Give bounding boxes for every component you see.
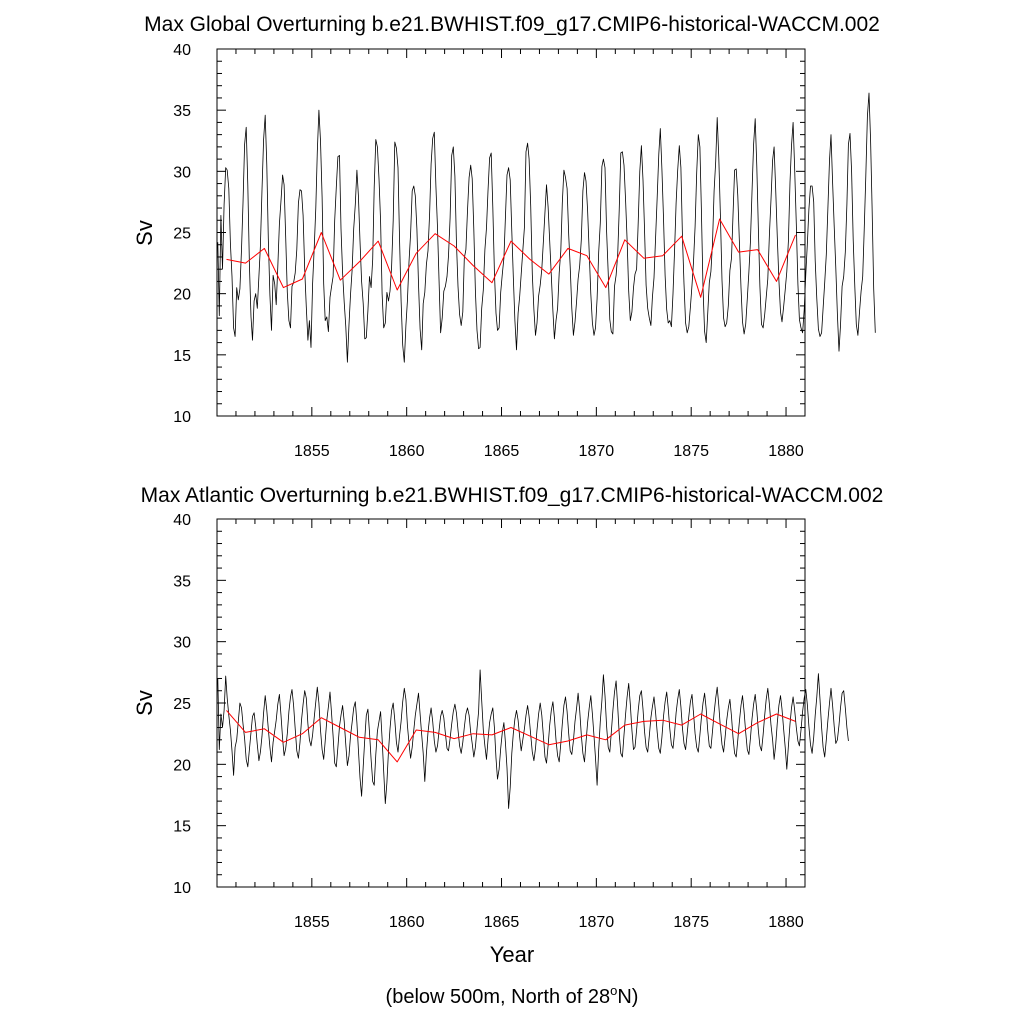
atlantic-x-tick-label: 1855 xyxy=(294,914,330,931)
atlantic-annual-mean-series-line xyxy=(226,710,796,763)
global-y-axis-label: Sv xyxy=(132,220,157,246)
global-x-tick-label: 1860 xyxy=(389,443,425,460)
global-x-tick-label: 1855 xyxy=(294,443,330,460)
global-y-tick-label: 35 xyxy=(173,103,191,120)
global-overturning-panel: Max Global Overturning b.e21.BWHIST.f09_… xyxy=(132,13,880,460)
footnote-suffix: N) xyxy=(617,986,638,1008)
global-y-tick-label: 40 xyxy=(173,42,191,59)
global-x-tick-labels: 1855 1860 1865 1870 1875 1880 xyxy=(294,443,804,460)
atlantic-monthly-series-line xyxy=(217,669,849,809)
atlantic-y-tick-label: 10 xyxy=(173,880,191,897)
atlantic-axis-ticks xyxy=(217,518,806,888)
atlantic-x-tick-label: 1860 xyxy=(389,914,425,931)
global-y-tick-label: 20 xyxy=(173,287,191,304)
atlantic-y-tick-label: 25 xyxy=(173,696,191,713)
atlantic-y-tick-label: 15 xyxy=(173,819,191,836)
footnote-degree-sup: o xyxy=(610,983,617,998)
atlantic-overturning-panel: Max Atlantic Overturning b.e21.BWHIST.f0… xyxy=(132,484,883,931)
atlantic-y-tick-label: 35 xyxy=(173,573,191,590)
global-x-tick-label: 1865 xyxy=(484,443,520,460)
atlantic-y-tick-label: 30 xyxy=(173,635,191,652)
global-y-tick-labels: 10 15 20 25 30 35 40 xyxy=(173,42,191,426)
global-chart-title: Max Global Overturning b.e21.BWHIST.f09_… xyxy=(144,13,880,36)
footnote: (below 500m, North of 28oN) xyxy=(386,983,639,1008)
global-x-tick-label: 1870 xyxy=(579,443,615,460)
global-y-tick-label: 25 xyxy=(173,226,191,243)
atlantic-chart-title: Max Atlantic Overturning b.e21.BWHIST.f0… xyxy=(141,484,884,507)
global-plot-frame xyxy=(216,48,806,417)
atlantic-x-tick-label: 1880 xyxy=(768,914,804,931)
atlantic-y-axis-label: Sv xyxy=(132,690,157,716)
footnote-prefix: (below 500m, North of 28 xyxy=(386,986,611,1008)
atlantic-y-tick-label: 20 xyxy=(173,757,191,774)
global-x-tick-label: 1880 xyxy=(768,443,804,460)
atlantic-x-tick-labels: 1855 1860 1865 1870 1875 1880 xyxy=(294,914,804,931)
atlantic-y-tick-label: 40 xyxy=(173,512,191,529)
x-axis-label: Year xyxy=(490,942,534,967)
global-plot-data xyxy=(217,92,876,363)
global-y-tick-label: 15 xyxy=(173,348,191,365)
atlantic-x-tick-label: 1870 xyxy=(579,914,615,931)
global-x-tick-label: 1875 xyxy=(673,443,709,460)
atlantic-x-tick-label: 1875 xyxy=(673,914,709,931)
global-y-tick-label: 10 xyxy=(173,409,191,426)
global-monthly-series-line xyxy=(217,92,876,363)
atlantic-x-tick-label: 1865 xyxy=(484,914,520,931)
global-annual-mean-series-line xyxy=(226,218,796,298)
atlantic-plot-frame xyxy=(216,518,806,888)
atlantic-plot-data xyxy=(217,669,849,809)
global-y-tick-label: 30 xyxy=(173,164,191,181)
atlantic-y-tick-labels: 10 15 20 25 30 35 40 xyxy=(173,512,191,897)
